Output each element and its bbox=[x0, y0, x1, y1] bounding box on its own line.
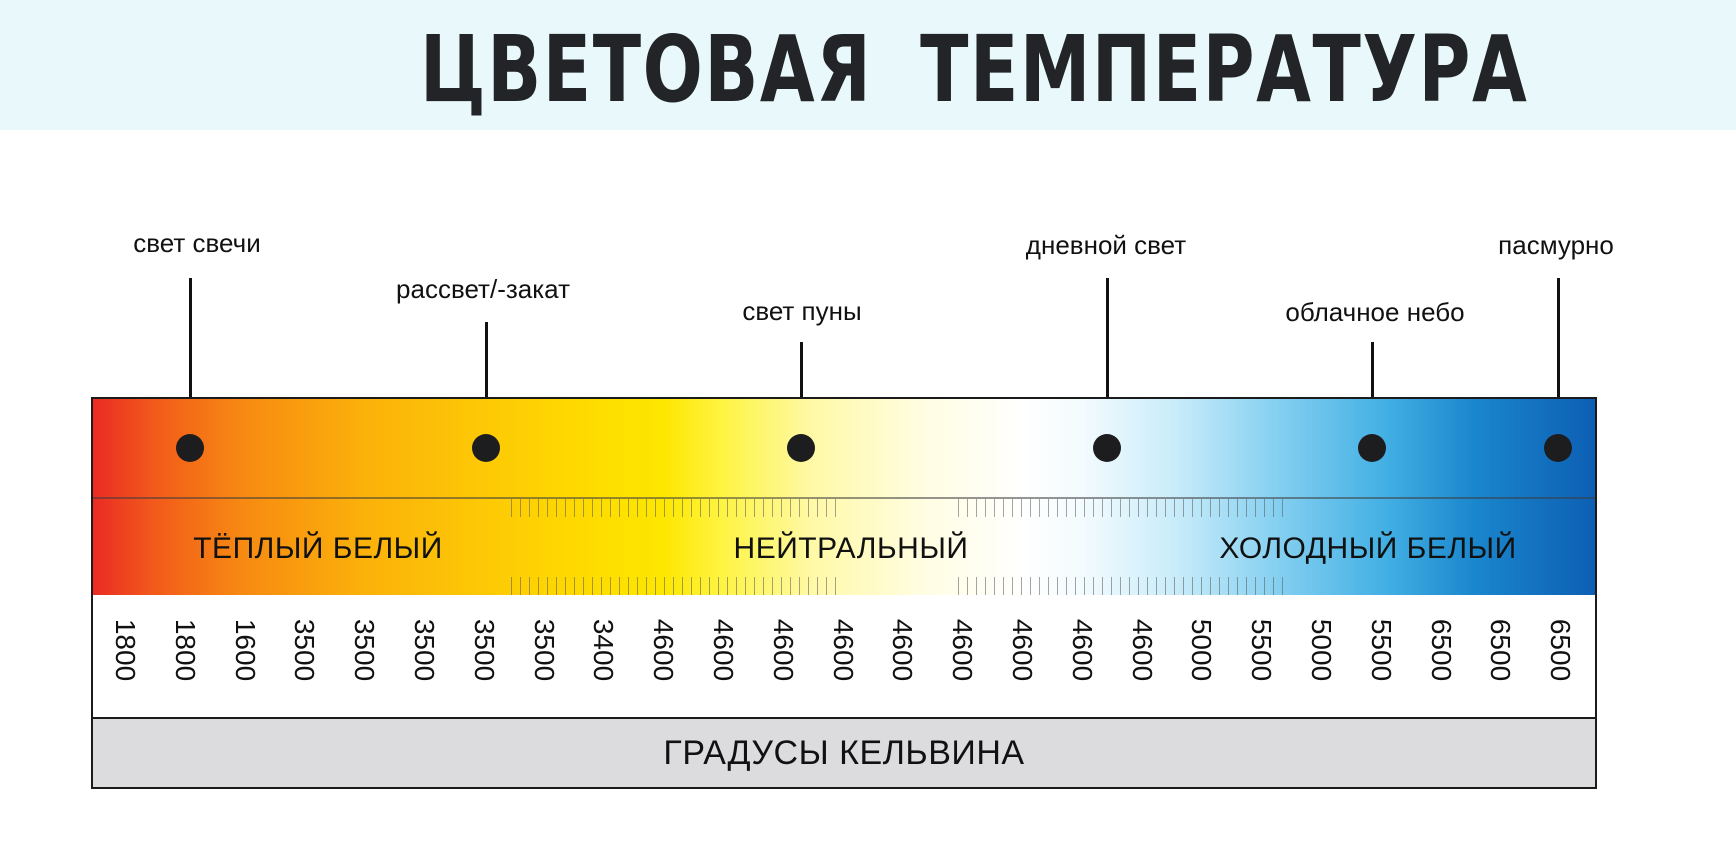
kelvin-scale: 1800 1800 1600 3500 3500 3500 3500 3500 3400 4600… bbox=[91, 595, 1597, 720]
marker-line-cloudy-sky bbox=[1370, 342, 1374, 448]
tick-marks-bottom-right bbox=[958, 577, 1283, 595]
marker-label-sunrise: рассвет/-закат bbox=[396, 274, 570, 304]
kelvin-value: 4600 bbox=[767, 618, 799, 682]
tick-marks-top-right bbox=[958, 499, 1283, 517]
marker-dot-moonlight bbox=[787, 434, 815, 462]
kelvin-footer: ГРАДУСЫ КЕЛЬВИНА bbox=[91, 717, 1597, 789]
kelvin-value: 3500 bbox=[409, 618, 440, 682]
kelvin-value: 4600 bbox=[1007, 618, 1038, 682]
kelvin-value: 4600 bbox=[648, 618, 680, 682]
kelvin-value: 1800 bbox=[110, 618, 141, 682]
kelvin-value: 3500 bbox=[289, 618, 321, 682]
marker-dot-daylight bbox=[1093, 434, 1121, 462]
marker-label-moonlight: свет пуны bbox=[742, 296, 862, 326]
marker-line-daylight bbox=[1105, 278, 1109, 448]
page-title: ЦВЕТОВАЯ ТЕМПЕРАТУРА bbox=[420, 16, 1529, 123]
zone-label-cool-white: ХОЛОДНЫЙ БЕЛЫЙ bbox=[1219, 532, 1517, 565]
marker-dot-cloudy-sky bbox=[1358, 434, 1386, 462]
kelvin-value: 5000 bbox=[1306, 618, 1337, 682]
kelvin-value: 1800 bbox=[169, 618, 201, 682]
kelvin-value: 6500 bbox=[1485, 618, 1517, 682]
marker-label-cloudy-sky: облачное небо bbox=[1285, 297, 1465, 327]
marker-label-daylight: дневной свет bbox=[1025, 230, 1187, 260]
tick-marks-bottom-left bbox=[511, 577, 838, 595]
marker-label-overcast: пасмурно bbox=[1498, 230, 1614, 260]
kelvin-value: 3500 bbox=[349, 618, 381, 682]
kelvin-value: 5500 bbox=[1246, 618, 1278, 682]
header-band: ЦВЕТОВАЯ ТЕМПЕРАТУРА bbox=[0, 0, 1736, 130]
kelvin-value: 3500 bbox=[468, 618, 500, 682]
spectrum-divider bbox=[93, 497, 1595, 499]
kelvin-value: 4600 bbox=[708, 618, 739, 682]
tick-marks-top-left bbox=[511, 499, 838, 517]
kelvin-value: 6500 bbox=[1545, 618, 1577, 682]
marker-dot-overcast bbox=[1544, 434, 1572, 462]
marker-label-candle: свет свечи bbox=[133, 228, 261, 258]
marker-line-moonlight bbox=[799, 342, 803, 448]
kelvin-value: 4600 bbox=[887, 618, 919, 682]
kelvin-value: 4600 bbox=[827, 618, 859, 682]
kelvin-value: 1600 bbox=[229, 618, 261, 682]
kelvin-value: 3500 bbox=[528, 618, 560, 682]
marker-line-sunrise bbox=[484, 322, 488, 448]
color-temperature-spectrum: ТЁПЛЫЙ БЕЛЫЙ НЕЙТРАЛЬНЫЙ ХОЛОДНЫЙ БЕЛЫЙ bbox=[91, 397, 1597, 597]
zone-label-neutral: НЕЙТРАЛЬНЫЙ bbox=[733, 532, 969, 565]
marker-dot-sunrise bbox=[472, 434, 500, 462]
marker-line-candle bbox=[188, 278, 192, 448]
footer-label: ГРАДУСЫ КЕЛЬВИНА bbox=[663, 734, 1025, 772]
kelvin-value: 4600 bbox=[947, 618, 979, 682]
kelvin-value: 5500 bbox=[1365, 618, 1397, 682]
kelvin-value: 4600 bbox=[1066, 618, 1098, 682]
kelvin-value: 4600 bbox=[1126, 618, 1158, 682]
zone-label-warm-white: ТЁПЛЫЙ БЕЛЫЙ bbox=[193, 532, 443, 565]
marker-line-overcast bbox=[1556, 278, 1560, 448]
kelvin-value: 5000 bbox=[1186, 618, 1218, 682]
kelvin-value: 3400 bbox=[588, 618, 620, 682]
marker-dot-candle bbox=[176, 434, 204, 462]
kelvin-value: 6500 bbox=[1425, 618, 1457, 682]
